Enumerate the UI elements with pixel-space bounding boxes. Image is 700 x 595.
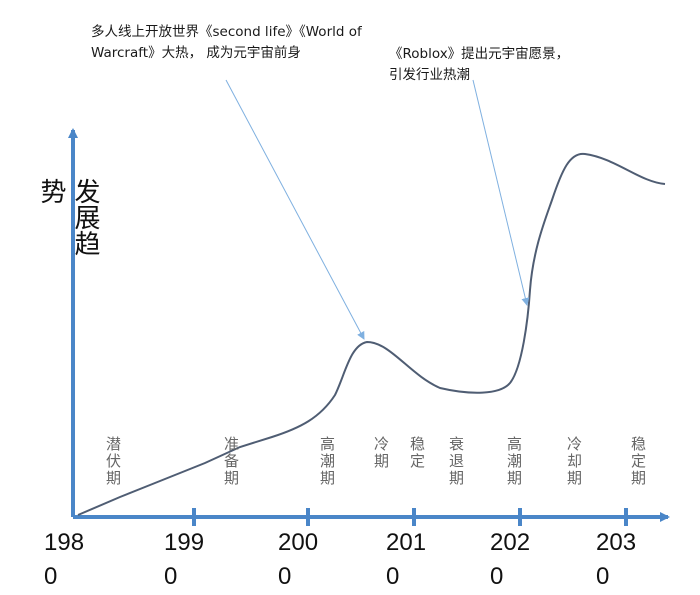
stage-label-climax-2: 高潮期 [505, 436, 523, 487]
stage-label-climax-1: 高潮期 [318, 436, 336, 487]
stage-label-incubation: 潜伏期 [104, 436, 122, 487]
stage-label-stable-2: 稳定期 [629, 436, 647, 487]
x-tick-marks [192, 508, 628, 526]
annotation-second-life: 多人线上开放世界《second life》《World of Warcraft》… [91, 24, 362, 61]
stage-label-cooling-2: 冷却期 [565, 436, 583, 487]
x-tick-2010: 201 0 [386, 529, 427, 590]
stage-label-decline: 衰退期 [447, 436, 465, 487]
x-tick-1990: 199 0 [164, 529, 205, 590]
annotation-leader-1 [225, 79, 365, 340]
annotation-leader-2 [472, 79, 530, 306]
annotation-roblox: 《Roblox》提出元宇宙愿景，引发行业热潮 [389, 46, 570, 83]
stage-label-stable-1: 稳定 [408, 436, 426, 470]
stage-label-preparation: 准备期 [222, 436, 240, 487]
y-axis-label: 发展趋势 [36, 178, 100, 256]
x-tick-2020: 202 0 [490, 529, 531, 590]
x-tick-2000: 200 0 [278, 529, 319, 590]
trend-curve [77, 152, 666, 516]
x-tick-1980: 198 0 [44, 529, 85, 590]
x-tick-2030: 203 0 [596, 529, 637, 590]
stage-label-cooling-1: 冷期 [372, 436, 390, 470]
